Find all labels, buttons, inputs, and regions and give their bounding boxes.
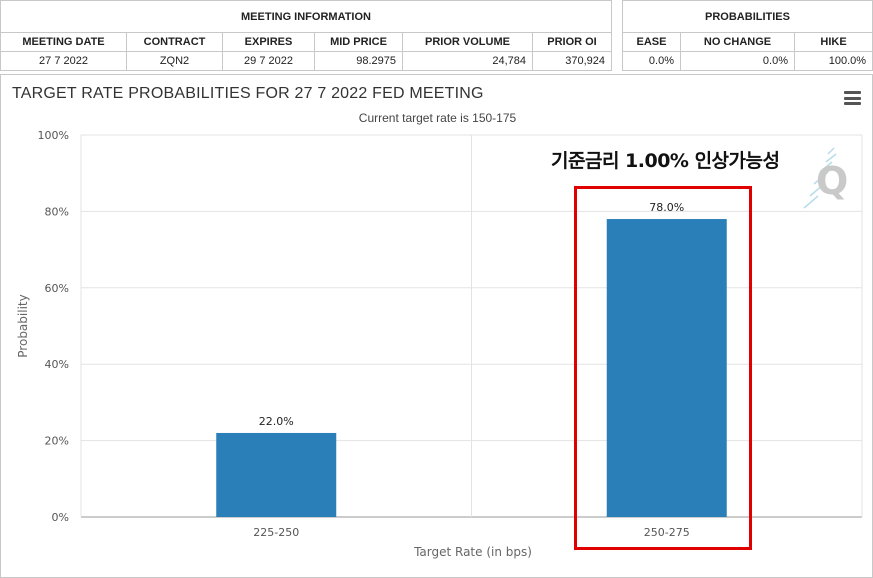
y-tick-label: 0% [52, 511, 69, 524]
cell-prior-volume: 24,784 [402, 51, 533, 71]
probabilities-table: PROBABILITIES EASE NO CHANGE HIKE 0.0% 0… [621, 0, 873, 71]
chart-subtitle: Current target rate is 150-175 [358, 111, 517, 125]
meeting-information-table: MEETING INFORMATION MEETING DATE CONTRAC… [0, 0, 612, 71]
y-tick-label: 100% [38, 129, 69, 142]
x-tick-label: 225-250 [253, 526, 299, 539]
y-tick-label: 60% [45, 282, 69, 295]
bar-250-275 [606, 219, 727, 518]
header-expires: EXPIRES [222, 32, 315, 52]
cell-prior-oi: 370,924 [532, 51, 612, 71]
chart-panel: TARGET RATE PROBABILITIES FOR 27 7 2022 … [0, 74, 873, 578]
y-tick-label: 40% [45, 358, 69, 371]
header-prior-volume: PRIOR VOLUME [402, 32, 533, 52]
cell-ease: 0.0% [622, 51, 681, 71]
data-label: 78.0% [649, 201, 684, 214]
cell-no-change: 0.0% [680, 51, 795, 71]
y-tick-label: 80% [45, 205, 69, 218]
x-axis-title: Target Rate (in bps) [413, 545, 532, 559]
hamburger-menu-icon[interactable] [844, 91, 861, 105]
cell-hike: 100.0% [793, 51, 873, 71]
data-label: 22.0% [259, 415, 294, 428]
chart-title: TARGET RATE PROBABILITIES FOR 27 7 2022 … [12, 85, 484, 102]
x-tick-label: 250-275 [644, 526, 690, 539]
header-mid-price: MID PRICE [314, 32, 403, 52]
y-tick-label: 20% [45, 435, 69, 448]
cell-meeting-date: 27 7 2022 [0, 51, 127, 71]
probabilities-title: PROBABILITIES [621, 0, 873, 33]
watermark-logo-icon: Q [803, 147, 848, 209]
highlight-box [574, 186, 752, 550]
y-axis-title: Probability [16, 294, 30, 357]
svg-text:Q: Q [816, 159, 848, 203]
cell-contract: ZQN2 [126, 51, 223, 71]
bar-225-250 [216, 432, 337, 517]
header-no-change: NO CHANGE [680, 32, 795, 52]
header-contract: CONTRACT [126, 32, 223, 52]
cell-mid-price: 98.2975 [314, 51, 403, 71]
annotation-text: 기준금리 1.00% 인상가능성 [551, 150, 780, 172]
meeting-information-title: MEETING INFORMATION [0, 0, 612, 33]
